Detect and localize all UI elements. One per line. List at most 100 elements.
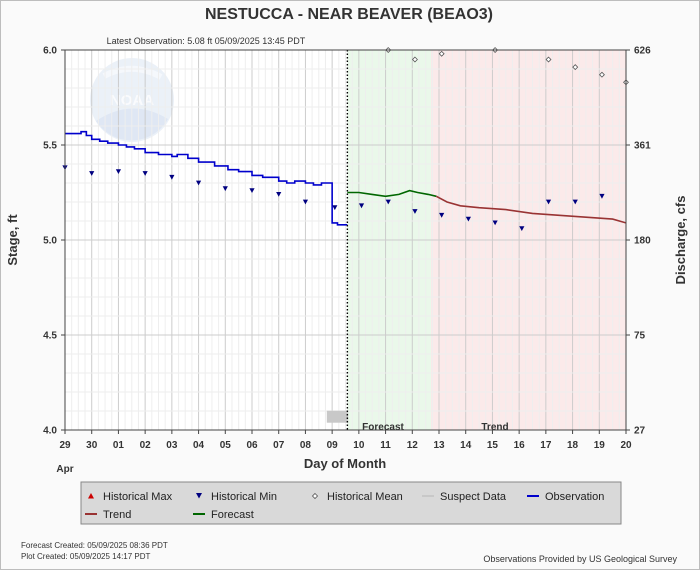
legend-box (80, 481, 622, 525)
bottom-tick-label: 07 (273, 440, 285, 451)
historical-min-point (519, 226, 525, 231)
bottom-tick-label: 20 (620, 440, 632, 451)
historical-min-point (249, 188, 255, 193)
bottom-tick-label: 16 (514, 440, 526, 451)
legend-label: Forecast (211, 509, 254, 521)
historical-mean-point (438, 50, 445, 57)
trend-line (435, 195, 626, 224)
legend-item: Trend (85, 509, 131, 521)
suspect-data-bar (326, 410, 349, 423)
bottom-tick-label: 06 (246, 440, 258, 451)
bottom-tick-label: 09 (327, 440, 339, 451)
right-tick-label: 180 (634, 236, 651, 247)
latest-observation: Latest Observation: 5.08 ft 05/09/2025 1… (107, 36, 306, 46)
bottom-tick-label: 04 (193, 440, 205, 451)
historical-min-point (89, 171, 95, 176)
historical-min-point (276, 192, 282, 197)
historical-min-point (492, 220, 498, 226)
bottom-tick-label: 08 (300, 440, 312, 451)
plot-created-note: Plot Created: 05/09/2025 14:17 PDT (21, 552, 151, 561)
bottom-tick-label: 01 (113, 440, 125, 451)
legend-item: Historical Min (196, 491, 277, 503)
grid-lines (64, 49, 627, 431)
right-tick-label: 626 (634, 46, 651, 57)
historical-mean-icon (311, 492, 319, 500)
legend-label: Historical Min (211, 491, 277, 503)
bottom-tick-label: 11 (380, 440, 391, 451)
month-label: Apr (56, 464, 73, 475)
historical-min-point (412, 209, 418, 214)
historical-min-point (332, 205, 338, 211)
historical-max-icon (88, 493, 94, 499)
chart-title: NESTUCCA - NEAR BEAVER (BEAO3) (205, 6, 493, 23)
historical-min-point (465, 216, 471, 222)
bottom-tick-label: 17 (540, 440, 552, 451)
trend-region-label: Trend (481, 422, 508, 433)
legend-item: Historical Max (88, 491, 173, 503)
region-labels: Forecast Trend (362, 422, 508, 433)
left-tick-label: 4.0 (43, 426, 57, 437)
right-tick-label: 361 (634, 141, 651, 152)
legend-item: Observation (527, 491, 604, 503)
bottom-tick-label: 30 (86, 440, 98, 451)
historical-min-point (358, 203, 365, 209)
legend-item: Historical Mean (311, 491, 403, 503)
forecast-created-note: Forecast Created: 05/09/2025 08:36 PDT (21, 541, 168, 550)
bottom-tick-label: 14 (460, 440, 472, 451)
historical-mean-point (598, 71, 605, 78)
bottom-tick-label: 29 (59, 440, 71, 451)
legend-item: Forecast (193, 509, 254, 521)
left-axis-label: Stage, ft (5, 214, 20, 266)
legend-label: Trend (103, 509, 131, 521)
legend-label: Observation (545, 491, 604, 503)
bottom-tick-label: 19 (594, 440, 606, 451)
bottom-tick-label: 03 (166, 440, 178, 451)
historical-min-point (385, 199, 391, 205)
historical-min-point (572, 199, 578, 205)
historical-min-point (115, 169, 122, 174)
historical-min-point (302, 199, 309, 205)
bottom-tick-label: 02 (140, 440, 152, 451)
legend-label: Historical Mean (327, 491, 403, 503)
forecast-region-label: Forecast (362, 422, 404, 433)
bottom-tick-label: 10 (353, 440, 365, 451)
bottom-tick-label: 13 (433, 440, 445, 451)
left-tick-label: 5.0 (43, 236, 57, 247)
legend: Historical Max Historical Min Historical M… (80, 481, 622, 525)
left-axis: 6.0 5.5 5.0 4.5 4.0 (43, 46, 65, 437)
left-tick-label: 5.5 (43, 141, 57, 152)
right-axis: 626 361 180 75 27 (626, 46, 651, 437)
data-provider-note: Observations Provided by US Geological S… (483, 554, 677, 564)
right-axis-label: Discharge, cfs (673, 196, 688, 285)
historical-min-point (195, 180, 202, 186)
left-tick-label: 6.0 (43, 46, 57, 57)
bottom-tick-label: 15 (487, 440, 499, 451)
forecast-line (347, 189, 437, 198)
bottom-axis-label: Day of Month (304, 456, 386, 471)
historical-min-point (599, 193, 605, 199)
historical-min-point (439, 212, 445, 218)
historical-mean-point (411, 56, 418, 63)
bottom-tick-label: 05 (220, 440, 232, 451)
data-series (65, 130, 626, 423)
historical-min-point (169, 174, 175, 180)
legend-label: Historical Max (103, 491, 173, 503)
bottom-tick-label: 12 (407, 440, 419, 451)
historical-min-point (142, 171, 148, 176)
legend-item: Suspect Data (422, 491, 507, 503)
bottom-axis: 29 30 01 02 03 04 05 06 07 08 09 10 11 12 13 14 15 16 17 18… (59, 430, 632, 451)
right-tick-label: 27 (634, 426, 646, 437)
historical-min-point (545, 199, 552, 205)
left-tick-label: 4.5 (43, 331, 57, 342)
data-markers (62, 47, 629, 231)
historical-mean-point (572, 64, 579, 71)
legend-label: Suspect Data (440, 491, 507, 503)
historical-min-icon (196, 493, 202, 499)
observation-line (65, 130, 348, 226)
historical-mean-point (545, 56, 552, 63)
bottom-tick-label: 18 (567, 440, 579, 451)
historical-min-point (222, 186, 228, 192)
right-tick-label: 75 (634, 331, 646, 342)
